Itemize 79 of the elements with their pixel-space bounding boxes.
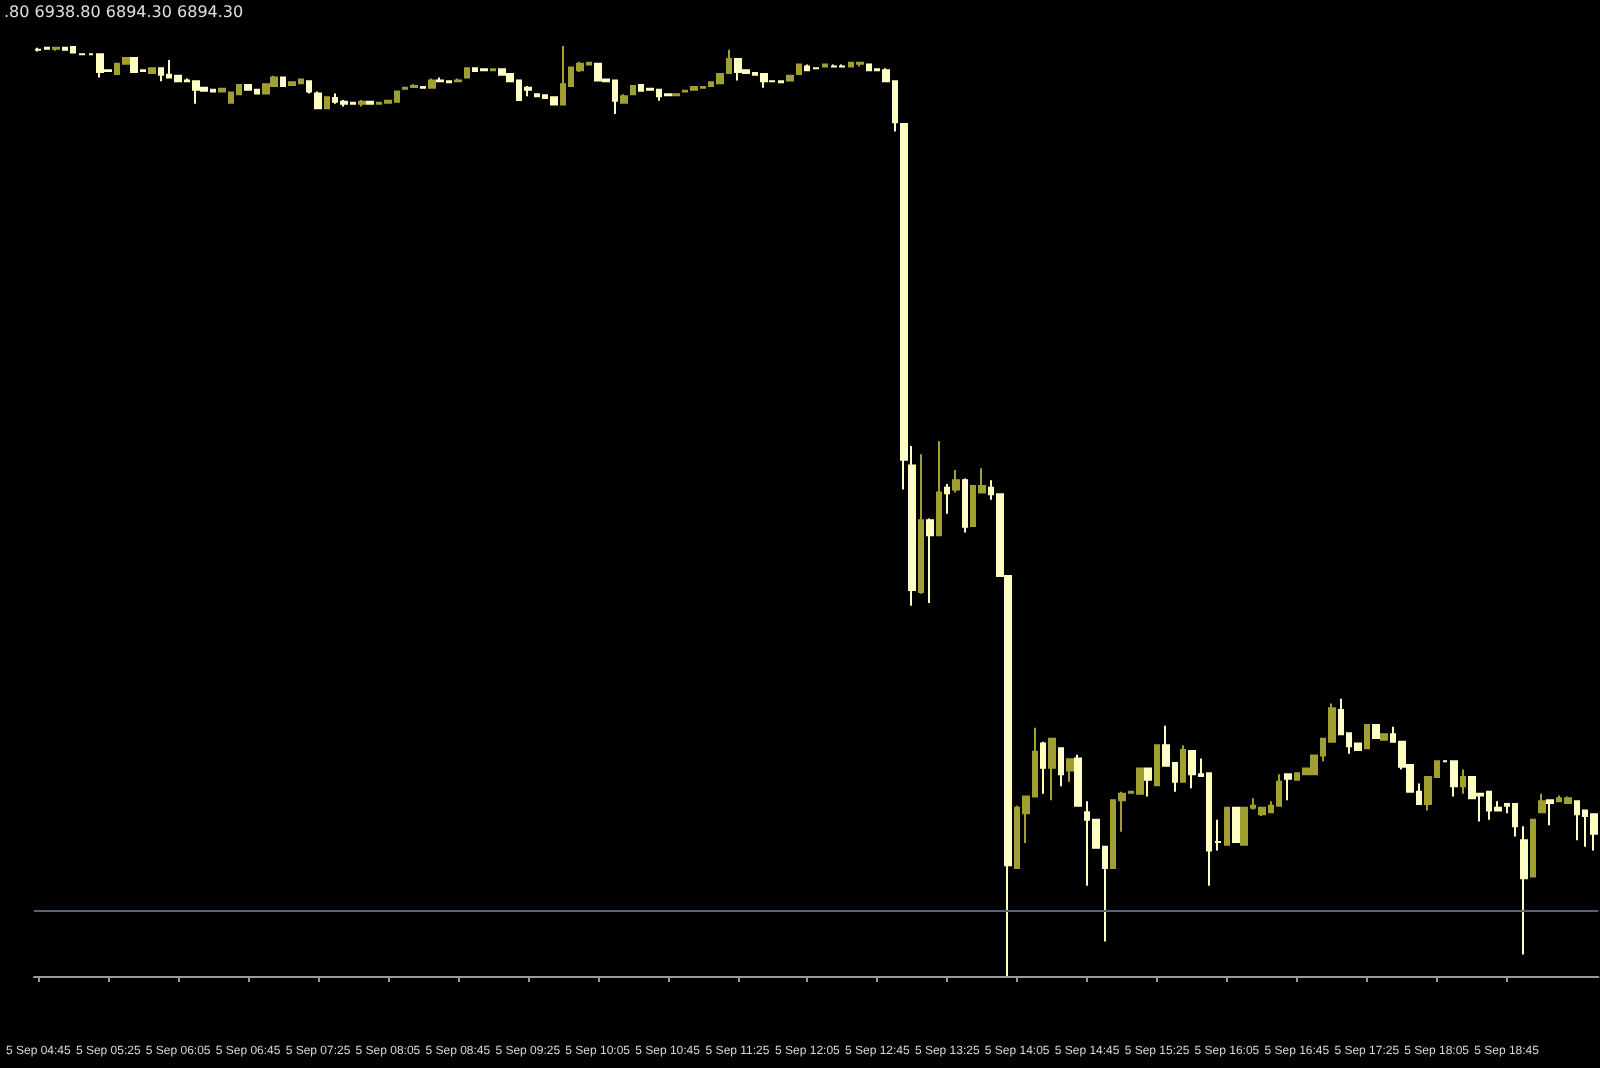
candlestick — [926, 517, 934, 605]
candlestick — [1520, 825, 1528, 956]
candlestick — [158, 67, 164, 83]
candlestick — [760, 72, 768, 89]
candlestick — [1546, 798, 1554, 827]
candlestick — [672, 92, 680, 98]
candlestick — [280, 75, 286, 88]
candlestick — [480, 67, 488, 73]
candlestick — [410, 83, 418, 89]
candlestick — [96, 53, 104, 79]
candlestick — [130, 57, 138, 74]
candlestick — [1364, 722, 1370, 751]
candlestick — [1232, 806, 1240, 844]
candlestick — [436, 76, 444, 84]
candlestick — [796, 63, 802, 76]
candlestick — [856, 60, 864, 68]
candlestick — [550, 95, 558, 107]
candlestick — [454, 77, 462, 84]
text: .80 6938.80 6894.30 6894.30 — [4, 3, 244, 21]
candlestick — [620, 93, 628, 105]
candlestick — [952, 469, 960, 494]
candlestick — [148, 67, 156, 75]
candlestick — [288, 80, 296, 87]
candlestick — [1048, 736, 1056, 802]
candlestick — [384, 98, 392, 105]
candlestick — [464, 67, 470, 80]
candlestick — [428, 77, 436, 90]
candlestick — [1284, 773, 1292, 802]
candlestick — [594, 61, 602, 82]
candlestick — [324, 95, 330, 111]
candlestick — [192, 79, 200, 105]
candlestick — [1450, 760, 1458, 798]
candlestick — [1144, 766, 1152, 798]
candlestick — [62, 45, 68, 52]
candlestick — [690, 85, 698, 92]
candlestick — [1574, 800, 1580, 842]
candlestick — [866, 62, 872, 73]
candlestick — [944, 483, 950, 515]
candlestick — [490, 67, 496, 73]
candlestick — [244, 83, 252, 92]
candlestick — [1154, 744, 1160, 788]
candlestick — [1136, 766, 1144, 795]
candlestick — [236, 83, 242, 97]
candlestick — [936, 440, 942, 538]
candlestick — [340, 98, 348, 108]
candlestick — [630, 84, 636, 97]
candlestick — [1040, 740, 1046, 795]
candlestick — [664, 92, 672, 98]
candlestick — [962, 477, 968, 534]
candlestick — [1276, 773, 1282, 807]
candlestick — [524, 84, 532, 98]
candlestick — [1590, 812, 1598, 852]
candlestick — [786, 74, 794, 83]
candlestick — [1224, 806, 1230, 846]
candlestick — [1240, 806, 1248, 846]
candlestick — [1074, 753, 1082, 807]
candlestick — [1460, 768, 1466, 795]
candlestick — [262, 82, 270, 96]
candlestick — [1538, 792, 1546, 815]
candlestick — [1180, 744, 1186, 784]
candlestick — [1512, 802, 1518, 838]
candlestick — [918, 453, 924, 595]
candlestick — [734, 58, 742, 82]
candlestick — [560, 45, 566, 107]
candlestick — [1066, 757, 1074, 783]
candlestick — [1258, 805, 1266, 818]
candlestick — [1372, 722, 1380, 739]
candlestick — [1530, 818, 1536, 879]
candlestick — [1188, 749, 1196, 790]
candlestick — [1564, 795, 1572, 805]
candlestick — [366, 99, 374, 106]
candlestick — [1380, 733, 1388, 742]
candlestick — [534, 92, 540, 99]
candlestick — [358, 98, 366, 108]
candlestick — [52, 46, 60, 52]
candlestick — [498, 68, 506, 77]
candlestick — [1058, 747, 1064, 788]
candlestick — [420, 84, 426, 90]
candlestick — [270, 74, 278, 88]
